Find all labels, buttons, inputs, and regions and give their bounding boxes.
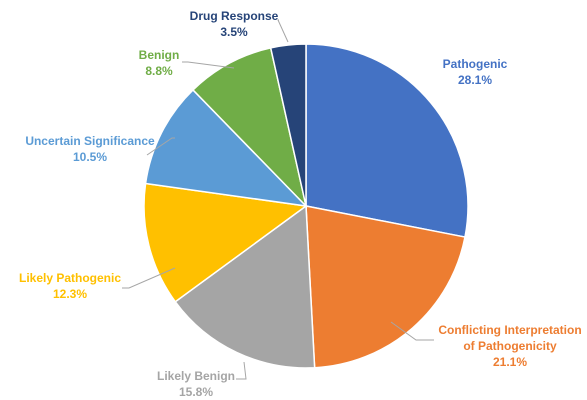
pie-slice-uncertain-significance [144,88,309,208]
pie-slice-benign [191,46,308,209]
pie-slice-pathogenic [305,43,469,238]
slice-label: Drug Response 3.5% [190,9,279,39]
slice-label: Likely Pathogenic 12.3% [19,271,121,301]
slice-label: Likely Benign 15.8% [157,369,235,399]
pie-slice-conflicting-interpretation-of-pathogenicity [305,205,466,369]
pie-slice-likely-pathogenic [143,182,308,303]
leader-line [146,137,175,156]
leader-line [236,361,247,380]
slice-percent: 28.1% [458,73,492,87]
slice-percent: 10.5% [73,150,107,164]
slice-percent: 3.5% [220,25,248,39]
pie-slice-drug-response [269,43,307,207]
slice-name: Pathogenic [443,57,508,71]
leader-line [390,321,434,341]
slice-name: of Pathogenicity [463,339,557,353]
slice-percent: 15.8% [179,385,213,399]
slice-percent: 21.1% [493,355,527,369]
slice-name: Conflicting Interpretation [438,323,581,337]
slice-name: Drug Response [190,9,279,23]
slice-label: Uncertain Significance 10.5% [25,134,155,164]
leader-line [182,61,235,69]
slice-label: Benign 8.8% [139,48,180,78]
slice-label: Conflicting Interpretation of Pathogenici… [438,323,581,369]
slice-name: Benign [139,48,180,62]
pie-labels: Pathogenic 28.1% Conflicting Interpretatio… [19,9,582,399]
pie-slice-likely-benign [174,204,316,369]
slice-percent: 8.8% [145,64,173,78]
slice-percent: 12.3% [53,287,87,301]
slice-label: Pathogenic 28.1% [443,57,508,87]
slice-name: Likely Benign [157,369,235,383]
slice-name: Uncertain Significance [25,134,155,148]
slice-name: Likely Pathogenic [19,271,121,285]
pie-slices [143,43,469,369]
leader-line [277,19,289,43]
leader-line [122,267,176,289]
